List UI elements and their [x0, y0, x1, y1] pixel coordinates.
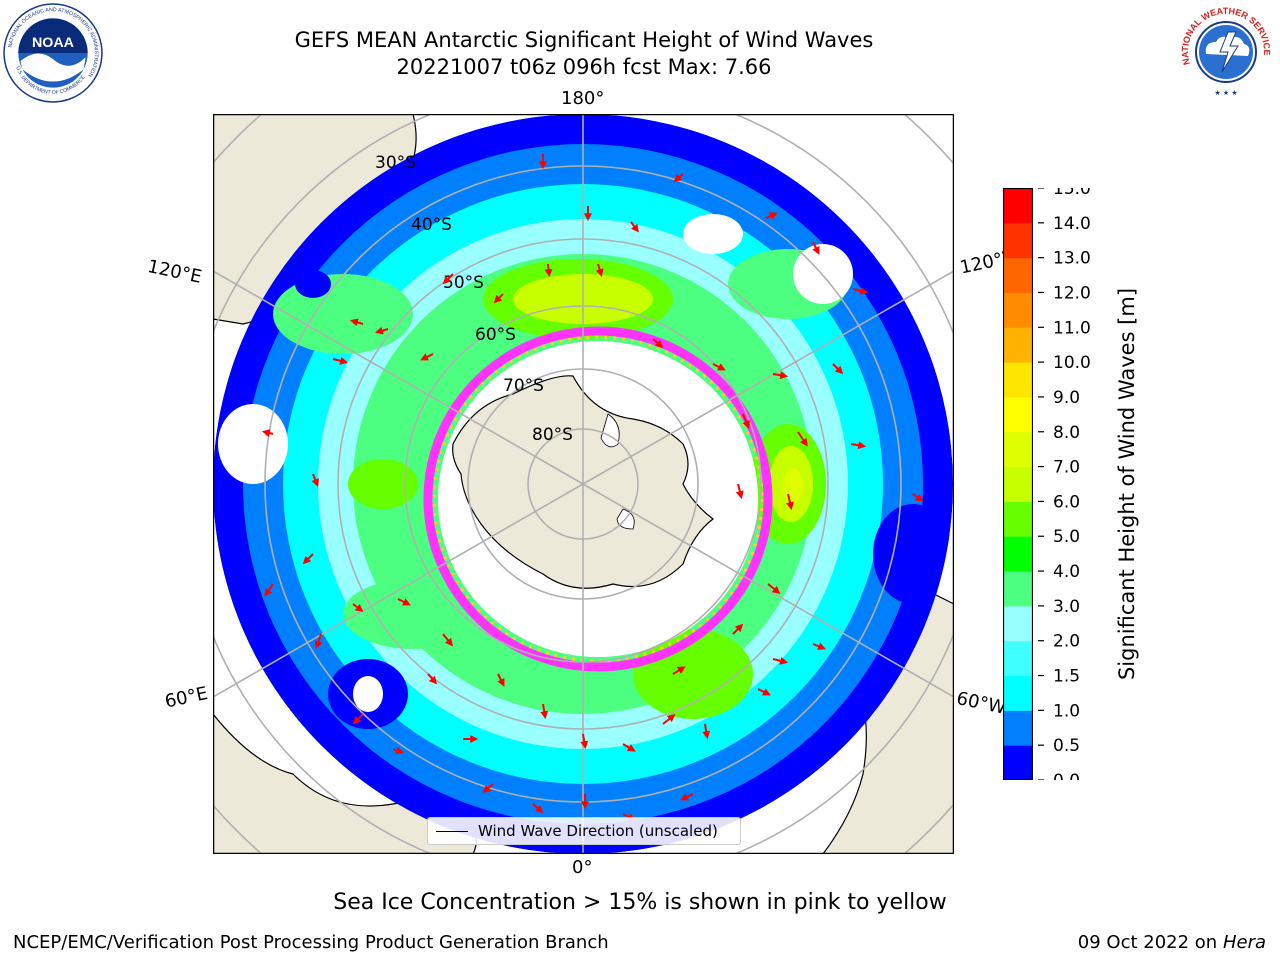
colorbar-tick-label: 1.0 [1053, 701, 1080, 721]
wave-direction-arrows [261, 154, 924, 821]
lat-label-80s: 80°S [532, 425, 573, 445]
lat-label-70s: 70°S [503, 376, 544, 396]
colorbar-label: Significant Height of Wind Waves [m] [1115, 287, 1139, 681]
noaa-logo: NOAA NATIONAL OCEANIC AND ATMOSPHERIC AD… [3, 3, 103, 103]
colorbar-bin [1003, 640, 1033, 677]
svg-text:★ ★ ★: ★ ★ ★ [1214, 89, 1237, 97]
polar-map: 30°S 40°S 50°S 60°S 70°S 80°S [213, 114, 954, 854]
chart-subtitle: 20221007 t06z 096h fcst Max: 7.66 [396, 55, 772, 79]
colorbar-tick-label: 15.0 [1053, 188, 1091, 199]
colorbar-tick-label: 8.0 [1053, 423, 1080, 443]
colorbar-tick-label: 0.0 [1053, 771, 1080, 780]
colorbar-tick-label: 6.0 [1053, 492, 1080, 512]
colorbar-ticks: 0.0 0.5 1.0 1.5 2.0 3.0 4.0 5.0 6.0 7.0 8.0 9.0 10.0… [1038, 188, 1091, 780]
colorbar-bin [1003, 466, 1033, 502]
colorbar-bin [1003, 327, 1033, 363]
colorbar-bin [1003, 292, 1033, 328]
nws-logo: NATIONAL WEATHER SERVICE ★ ★ ★ [1179, 5, 1273, 99]
map-legend: Wind Wave Direction (unscaled) [427, 817, 741, 845]
legend-line-swatch [436, 830, 468, 832]
footer-date-text: 09 Oct 2022 on [1077, 932, 1223, 953]
colorbar-bin [1003, 605, 1033, 642]
colorbar-bin [1003, 222, 1033, 259]
colorbar-tick-label: 7.0 [1053, 458, 1080, 478]
colorbar-tick-label: 1.5 [1053, 667, 1080, 687]
lon-label-60e: 60°E [163, 683, 210, 713]
sea-ice-caption: Sea Ice Concentration > 15% is shown in … [333, 890, 947, 915]
legend-label: Wind Wave Direction (unscaled) [478, 822, 718, 840]
colorbar-tick-label: 11.0 [1053, 318, 1091, 338]
footer-date: 09 Oct 2022 on Hera [1078, 932, 1266, 953]
colorbar-tick-label: 14.0 [1053, 214, 1091, 234]
chart-title: GEFS MEAN Antarctic Significant Height o… [294, 28, 874, 52]
colorbar-bin [1003, 188, 1033, 224]
lon-label-120e: 120°E [145, 256, 204, 288]
footer-credit: NCEP/EMC/Verification Post Processing Pr… [13, 932, 609, 953]
lat-label-30s: 30°S [375, 153, 416, 173]
colorbar-bin [1003, 675, 1033, 711]
colorbar-bin [1003, 257, 1033, 293]
lon-label-0: 0° [572, 857, 593, 878]
colorbar-bin [1003, 431, 1033, 468]
colorbar-tick-label: 12.0 [1053, 283, 1091, 303]
colorbar-tick-label: 2.0 [1053, 632, 1080, 652]
colorbar-bin [1003, 710, 1033, 746]
footer-host: Hera [1222, 932, 1266, 953]
colorbar-tick-label: 3.0 [1053, 597, 1080, 617]
noaa-logo-text: NOAA [32, 35, 74, 51]
colorbar-tick-label: 0.5 [1053, 736, 1080, 756]
lon-label-180: 180° [561, 88, 605, 109]
lat-label-40s: 40°S [411, 215, 452, 235]
colorbar-tick-label: 10.0 [1053, 353, 1091, 373]
colorbar-bin [1003, 571, 1033, 607]
colorbar-tick-label: 13.0 [1053, 249, 1091, 269]
colorbar-tick-label: 9.0 [1053, 388, 1080, 408]
lat-label-50s: 50°S [443, 273, 484, 293]
colorbar-tick-label: 5.0 [1053, 527, 1080, 547]
lon-label-60w: 60°W [954, 688, 1008, 719]
colorbar-bin [1003, 536, 1033, 572]
colorbar-bin [1003, 501, 1033, 537]
colorbar-bin [1003, 745, 1033, 780]
colorbar [1003, 188, 1033, 780]
lat-label-60s: 60°S [475, 325, 516, 345]
colorbar-tick-label: 4.0 [1053, 562, 1080, 582]
colorbar-bin [1003, 396, 1033, 433]
colorbar-bin [1003, 362, 1033, 398]
